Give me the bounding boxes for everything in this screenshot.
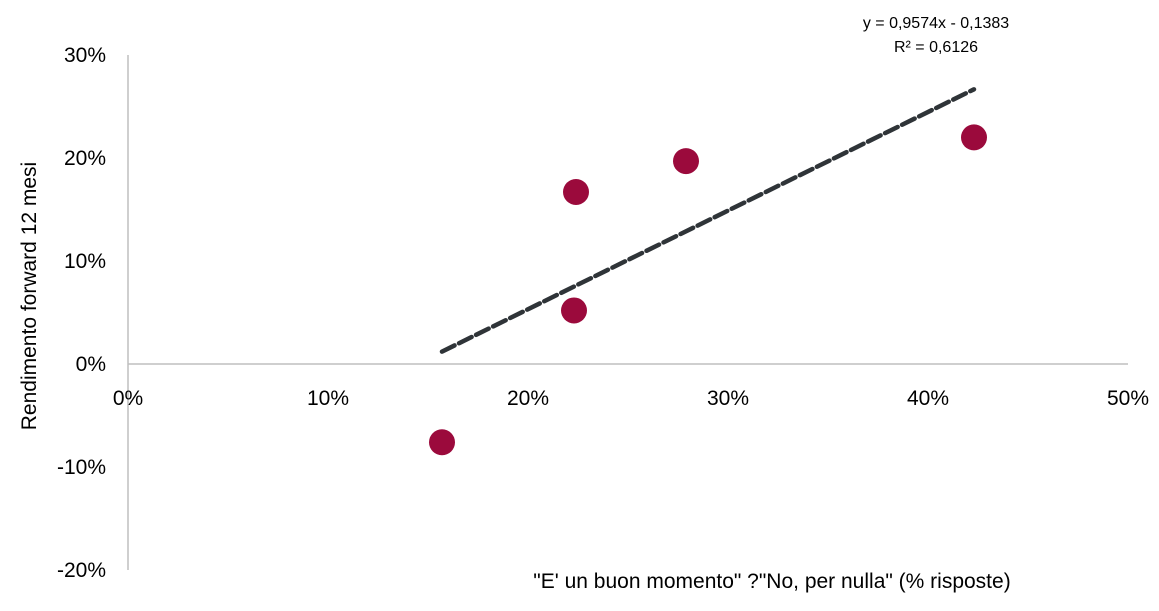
x-tick-label: 0% bbox=[113, 387, 143, 410]
axes bbox=[127, 55, 1128, 570]
data-points bbox=[429, 124, 987, 456]
data-point bbox=[561, 297, 587, 324]
trendline bbox=[439, 87, 977, 354]
x-axis-title: "E' un buon momento" ?"No, per nulla" (%… bbox=[533, 570, 1010, 593]
x-tick-label: 50% bbox=[1107, 387, 1149, 410]
y-tick-label: 10% bbox=[64, 250, 106, 273]
x-tick-label: 10% bbox=[307, 387, 349, 410]
trendline-group bbox=[439, 87, 977, 354]
x-tick-label: 20% bbox=[507, 387, 549, 410]
y-tick-label: 0% bbox=[76, 353, 106, 376]
data-point bbox=[961, 124, 987, 151]
trendline-equation: y = 0,9574x - 0,1383 bbox=[863, 15, 1009, 32]
data-point bbox=[429, 429, 455, 456]
x-tick-labels: 0% 10% 20% 30% 40% 50% bbox=[113, 387, 1149, 410]
data-point bbox=[563, 178, 589, 205]
y-tick-label: 20% bbox=[64, 147, 106, 170]
x-tick-label: 30% bbox=[707, 387, 749, 410]
data-point bbox=[673, 148, 699, 175]
y-tick-label: -10% bbox=[57, 456, 106, 479]
y-tick-label: 30% bbox=[64, 44, 106, 67]
y-axis-title: Rendimento forward 12 mesi bbox=[18, 162, 41, 430]
trendline-r-squared: R² = 0,6126 bbox=[894, 39, 978, 56]
y-tick-label: -20% bbox=[57, 559, 106, 582]
y-tick-labels: -20% -10% 0% 10% 20% 30% bbox=[57, 44, 106, 582]
x-tick-label: 40% bbox=[907, 387, 949, 410]
